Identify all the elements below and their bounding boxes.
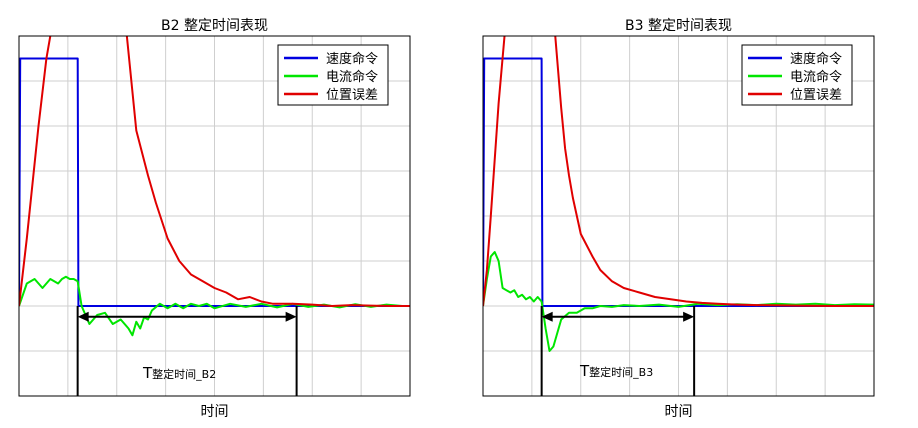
settle-label: T整定时间_B3 xyxy=(579,362,653,380)
x-axis-label: 时间 xyxy=(665,404,693,420)
legend: 速度命令 电流命令 位置误差 xyxy=(741,44,853,106)
settle-label-main: T xyxy=(579,362,590,380)
chart-panel-b2: B2 整定时间表现 时间 T整定时间_B2 速度命令 电流命令 位置误差 xyxy=(18,18,411,420)
series-position-error xyxy=(483,36,874,307)
plot-frame xyxy=(18,35,411,397)
chart-title: B3 整定时间表现 xyxy=(625,18,732,34)
settling-time-annotation xyxy=(540,306,696,396)
chart-panel-b3: B3 整定时间表现 时间 T整定时间_B3 速度命令 电流命令 位置误差 xyxy=(482,18,875,420)
settling-time-annotation xyxy=(76,306,298,396)
plot-frame xyxy=(482,35,875,397)
legend-entry-current: 电流命令 xyxy=(326,69,378,85)
settle-label: T整定时间_B2 xyxy=(142,364,216,382)
legend-entry-current: 电流命令 xyxy=(790,69,842,85)
series-current-command xyxy=(19,275,410,337)
settle-arrow-head-right xyxy=(683,311,695,322)
settle-arrow-head-right xyxy=(285,311,297,322)
chart-title: B2 整定时间表现 xyxy=(161,18,268,34)
settle-arrow-head-left xyxy=(77,311,89,322)
legend-entry-speed: 速度命令 xyxy=(790,51,842,67)
legend-entry-speed: 速度命令 xyxy=(326,51,378,67)
legend: 速度命令 电流命令 位置误差 xyxy=(277,44,389,106)
series-position-error xyxy=(19,36,410,307)
series-layer xyxy=(483,36,874,352)
settle-arrow-head-left xyxy=(541,311,553,322)
legend-entry-error: 位置误差 xyxy=(326,88,378,103)
series-layer xyxy=(19,36,410,337)
settle-label-sub: 整定时间_B2 xyxy=(152,367,216,381)
x-axis-label: 时间 xyxy=(201,404,229,420)
settle-label-sub: 整定时间_B3 xyxy=(589,365,653,379)
grid-lines xyxy=(483,36,874,396)
legend-entry-error: 位置误差 xyxy=(790,88,842,103)
settle-label-main: T xyxy=(142,364,153,382)
